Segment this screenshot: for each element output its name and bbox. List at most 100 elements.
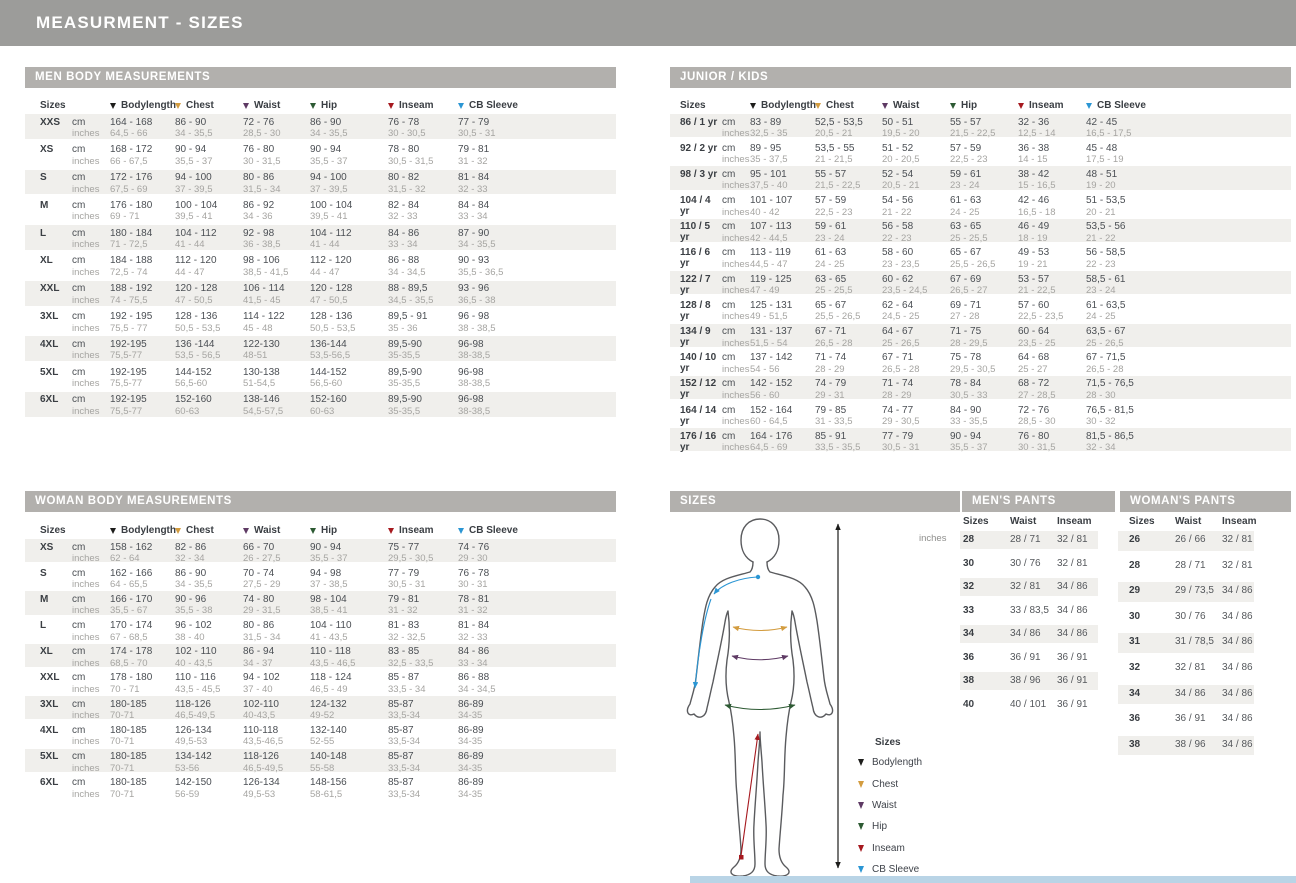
unit-inches-label: inches [722, 442, 750, 454]
value-cell: 102-110 40-43,5 [243, 699, 310, 722]
cm-value: 90 - 94 [175, 144, 207, 156]
value-cell: 132-140 52-55 [310, 725, 388, 748]
inches-value: 25 - 26,5 [1086, 337, 1124, 349]
table-row: 36 36 / 91 36 / 91 [960, 649, 1098, 673]
value-cell: 36 - 38 14 - 15 [1018, 143, 1086, 166]
cm-value: 89,5-90 [388, 338, 422, 350]
inches-value: 33 - 34 [388, 239, 418, 251]
value-cell: 166 - 170 35,5 - 67 [110, 594, 175, 617]
table-row: 134 / 9 yr cm inches 131 - 137 51,5 - 54 67 -… [670, 323, 1291, 350]
table-row: 176 / 16 yr cm inches 164 - 176 64,5 - 69 85 … [670, 428, 1291, 454]
cm-value: 67 - 71 [882, 352, 914, 364]
cm-value: 45 - 48 [1086, 142, 1118, 154]
inches-value: 33,5-34 [388, 762, 421, 774]
inches-value: 25,5 - 26,5 [950, 258, 996, 270]
value-cell: 79 - 81 31 - 32 [458, 144, 616, 167]
cm-value: 137 - 142 [750, 352, 793, 364]
inches-value: 70-71 [110, 710, 135, 722]
cm-value: 180-185 [110, 698, 147, 710]
table-row: 128 / 8 yr cm inches 125 - 131 49 - 51,5 65 -… [670, 297, 1291, 323]
value-cell: 85-87 33,5-34 [388, 777, 458, 800]
cm-value: 131 - 137 [750, 326, 793, 337]
value-cell: 76 - 78 30 - 31 [458, 568, 616, 591]
value-cell: 102 - 110 40 - 43,5 [175, 646, 243, 669]
unit-inches-label: inches [72, 605, 100, 617]
cm-value: 85-87 [388, 751, 414, 762]
value-cell: 32 / 81 [1222, 559, 1253, 571]
value-cell: 32 / 81 [1057, 534, 1088, 545]
table-row: 86 / 1 yr cm inches 83 - 89 32,5 - 35 52,5 - … [670, 114, 1291, 140]
inches-value: 32 - 33 [388, 211, 418, 223]
cm-value: 76 - 80 [243, 144, 275, 156]
unit-cell: cm inches [72, 367, 110, 390]
inches-value: 62 - 64 [110, 553, 140, 564]
value-cell: 61 - 63 24 - 25 [815, 247, 882, 270]
unit-cell: cm inches [72, 144, 110, 167]
cm-value: 164 - 168 [110, 116, 153, 128]
column-header-label: Waist [254, 525, 281, 536]
value-cell: 34 / 86 [1222, 687, 1253, 699]
unit-cell: cm inches [722, 300, 750, 323]
cm-value: 59 - 61 [815, 221, 847, 233]
inches-value: 26,5 - 28 [815, 337, 853, 349]
inches-value: 30 - 31,5 [243, 155, 281, 167]
legend-title: Sizes [875, 737, 901, 748]
unit-cell: cm inches [72, 283, 110, 306]
cm-value: 152 - 164 [750, 404, 793, 416]
value-cell: 63,5 - 67 25 - 26,5 [1086, 326, 1291, 349]
cm-value: 54 - 56 [882, 195, 914, 207]
value-cell: 148-156 58-61,5 [310, 777, 388, 800]
inches-value: 35,5 - 37 [310, 155, 348, 167]
inches-value: 71 - 72,5 [110, 239, 148, 251]
value-cell: 61 - 63 24 - 25 [950, 195, 1018, 218]
section-header-junior-kids: JUNIOR / KIDS [670, 67, 1291, 88]
cm-value: 128 - 136 [310, 311, 353, 323]
value-cell: 89,5-90 35-35,5 [388, 367, 458, 390]
inches-value: 70-71 [110, 736, 135, 748]
value-cell: 67 - 71 26,5 - 28 [882, 352, 950, 375]
inches-value: 20 - 20,5 [882, 154, 920, 166]
inches-value: 26,5 - 28 [1086, 363, 1124, 375]
value-cell: 192-195 75,5-77 [110, 367, 175, 390]
inches-value: 23 - 24 [1086, 285, 1116, 297]
value-cell: 142-150 56-59 [175, 777, 243, 800]
cm-value: 152-160 [310, 394, 347, 406]
inches-value: 38-38,5 [458, 350, 491, 362]
value-cell: 34 / 86 [1057, 604, 1088, 616]
inches-value: 15 - 16,5 [1018, 180, 1056, 192]
value-cell: 32 - 36 12,5 - 14 [1018, 117, 1086, 140]
inches-value: 40 - 42 [750, 206, 780, 218]
value-cell: 96-98 38-38,5 [458, 339, 616, 362]
inches-value: 34 - 34,5 [388, 266, 426, 278]
value-cell: 28 / 71 [1010, 534, 1041, 545]
value-cell: 128 - 136 50,5 - 53,5 [310, 311, 388, 334]
value-cell: 29 / 73,5 [1175, 585, 1214, 597]
cm-value: 172 - 176 [110, 172, 153, 184]
value-cell: 30 / 76 [1010, 557, 1041, 569]
column-header-label: Chest [186, 525, 214, 536]
inches-value: 31,5 - 32 [388, 183, 426, 195]
value-cell: 96 - 98 38 - 38,5 [458, 311, 616, 334]
unit-cell: cm inches [72, 311, 110, 334]
cm-value: 90 - 94 [950, 430, 982, 442]
value-cell: 36 / 91 [1010, 651, 1041, 663]
value-cell: 162 - 166 64 - 65,5 [110, 568, 175, 591]
cm-value: 106 - 114 [243, 283, 285, 295]
cm-value: 61 - 63 [815, 247, 847, 259]
cb-sleeve-start-dot [755, 574, 761, 580]
inches-value: 44,5 - 47 [750, 258, 788, 270]
inches-value: 34-35 [458, 736, 483, 748]
cm-value: 96-98 [458, 394, 484, 406]
value-cell: 192 - 195 75,5 - 77 [110, 311, 175, 334]
cm-value: 90 - 93 [458, 255, 490, 267]
legend-triangle-icon-bodylength [858, 759, 864, 767]
value-cell: 72 - 76 28,5 - 30 [243, 117, 310, 140]
column-header-label: Inseam [399, 525, 434, 536]
cm-value: 136 -144 [175, 338, 215, 350]
unit-cm-label: cm [72, 394, 86, 406]
unit-cm-label: cm [72, 366, 86, 378]
inches-value: 20 - 21 [1086, 206, 1116, 218]
cm-value: 148-156 [310, 777, 347, 789]
value-cell: 113 - 119 44,5 - 47 [750, 247, 815, 270]
